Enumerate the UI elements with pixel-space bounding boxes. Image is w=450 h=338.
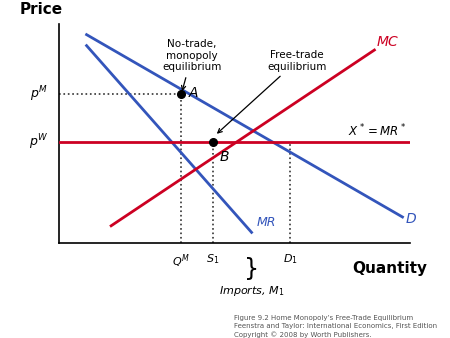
Text: Figure 9.2 Home Monopoly’s Free-Trade Equilibrium
Feenstra and Taylor: Internati: Figure 9.2 Home Monopoly’s Free-Trade Eq… [234, 315, 437, 338]
Text: Free-trade
equilibrium: Free-trade equilibrium [218, 50, 327, 133]
Text: $Q^M$: $Q^M$ [172, 252, 190, 270]
Text: $S_1$: $S_1$ [206, 252, 220, 266]
Text: $X^* = MR^*$: $X^* = MR^*$ [348, 123, 406, 140]
Text: $p^W$: $p^W$ [28, 132, 48, 152]
Text: $D_1$: $D_1$ [283, 252, 297, 266]
Text: D: D [406, 212, 417, 226]
Text: $p^M$: $p^M$ [30, 84, 48, 104]
Text: MC: MC [376, 35, 398, 49]
Text: Quantity: Quantity [352, 261, 427, 276]
Text: Imports, $M_1$: Imports, $M_1$ [219, 284, 284, 298]
Text: A: A [189, 86, 198, 100]
Text: No-trade,
monopoly
equilibrium: No-trade, monopoly equilibrium [162, 39, 221, 90]
Text: }: } [244, 257, 259, 281]
Text: B: B [220, 150, 230, 164]
Text: MR: MR [257, 216, 276, 229]
Text: Price: Price [19, 2, 63, 17]
